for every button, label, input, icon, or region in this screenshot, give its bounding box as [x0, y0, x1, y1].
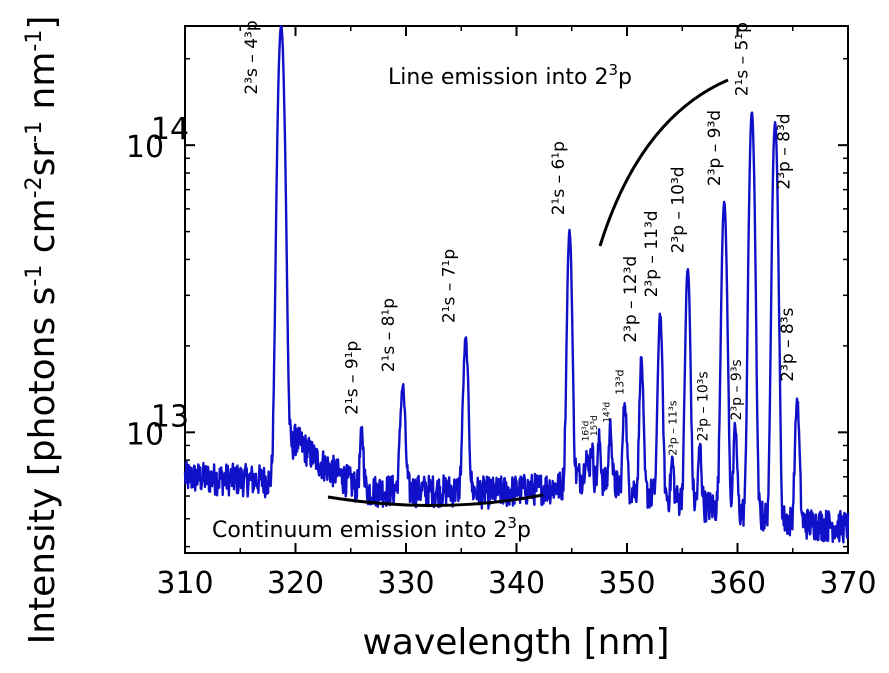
- x-tick-label: 340: [488, 566, 545, 601]
- peak-label: 2¹s – 6¹p: [549, 141, 569, 215]
- peak-label: 2³p – 12³d: [621, 256, 641, 343]
- x-tick-label: 370: [819, 566, 876, 601]
- peak-label: 15³d: [590, 415, 600, 436]
- peak-label: 13³d: [614, 370, 627, 395]
- y-tick-exponent: 14: [151, 112, 189, 147]
- peak-label: 2¹s – 5¹p: [732, 22, 752, 96]
- x-axis-title: wavelength [nm]: [362, 622, 669, 663]
- y-tick-label: 10: [126, 417, 164, 452]
- peak-label: 2³p – 10³s: [696, 371, 712, 441]
- peak-label: 2³p – 10³d: [668, 166, 688, 253]
- continuum-arc: [327, 493, 544, 508]
- y-tick-exponent: 13: [151, 399, 189, 434]
- spectrum-line: [183, 25, 850, 544]
- x-tick-label: 350: [598, 566, 655, 601]
- peak-labels: 2³s – 4³p 2¹s – 9¹p 2¹s – 8¹p 2¹s – 7¹p 2¹s …: [242, 20, 798, 455]
- peak-label: 2¹s – 9¹p: [342, 341, 362, 415]
- continuum-label: Continuum emission into 23p: [212, 514, 531, 543]
- peak-label: 2¹s – 7¹p: [440, 249, 460, 323]
- peak-label: 2³p – 8³s: [778, 307, 798, 381]
- peak-label: 2³p – 9³s: [729, 359, 745, 420]
- y-axis-title: Intensity [photons s-1 cm-2sr-1 nm-1]: [22, 16, 63, 645]
- x-tick-label: 330: [377, 566, 434, 601]
- line-emission-arc: [598, 78, 729, 247]
- line-emission-label: Line emission into 23p: [388, 61, 632, 90]
- peak-label: 2³p – 11³s: [667, 400, 680, 455]
- x-tick-label: 360: [709, 566, 766, 601]
- peak-label: 2³p – 9³d: [705, 110, 725, 186]
- peak-label: 16³d: [581, 421, 591, 442]
- y-tick-label: 10: [126, 130, 164, 165]
- peak-label: 2³s – 4³p: [242, 20, 262, 94]
- peak-label: 2³p – 8³d: [774, 113, 794, 189]
- peak-label: 2³p – 11³d: [642, 210, 662, 297]
- x-tick-label: 310: [156, 566, 213, 601]
- peak-label: 14³d: [602, 402, 612, 423]
- x-tick-labels: 310 320 330 340 350 360 370: [156, 566, 876, 601]
- peak-label: 2¹s – 8¹p: [379, 298, 399, 372]
- x-tick-label: 320: [267, 566, 324, 601]
